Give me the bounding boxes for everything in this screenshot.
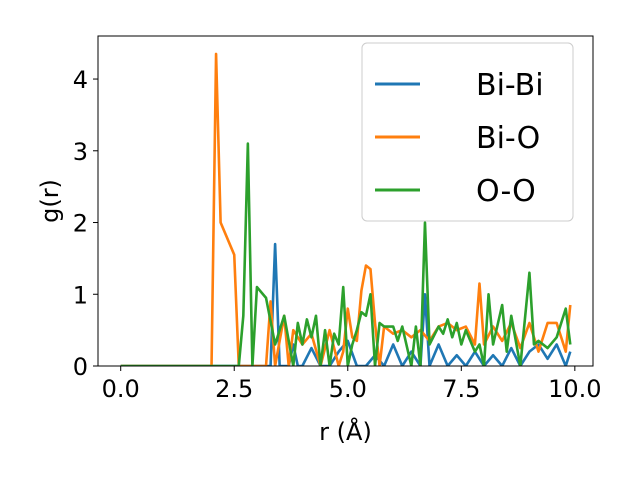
plot-area <box>120 52 572 366</box>
x-tick-label: 5.0 <box>329 375 367 403</box>
y-tick-label: 2 <box>73 210 88 238</box>
legend-label-bi-o: Bi-O <box>476 121 540 156</box>
y-tick-label: 3 <box>73 138 88 166</box>
legend-label-bi-bi: Bi-Bi <box>476 68 544 103</box>
x-tick-label: 2.5 <box>215 375 253 403</box>
series-line-bi-o <box>120 52 572 366</box>
legend-label-o-o: O-O <box>476 174 536 209</box>
legend: Bi-Bi Bi-O O-O <box>361 42 574 222</box>
x-tick-label: 10.0 <box>548 375 601 403</box>
y-tick-label: 0 <box>73 353 88 381</box>
x-axis-label: r (Å) <box>319 417 372 446</box>
axes: 0.0 2.5 5.0 7.5 10.0 0 1 2 3 4 <box>73 35 602 403</box>
y-tick-label: 1 <box>73 281 88 309</box>
plot-frame <box>97 35 594 367</box>
legend-box <box>361 42 574 222</box>
series-line-o-o <box>120 142 572 366</box>
y-axis-label: g(r) <box>36 179 64 223</box>
x-tick-label: 0.0 <box>102 375 140 403</box>
y-tick-label: 4 <box>73 66 88 94</box>
x-tick-label: 7.5 <box>442 375 480 403</box>
